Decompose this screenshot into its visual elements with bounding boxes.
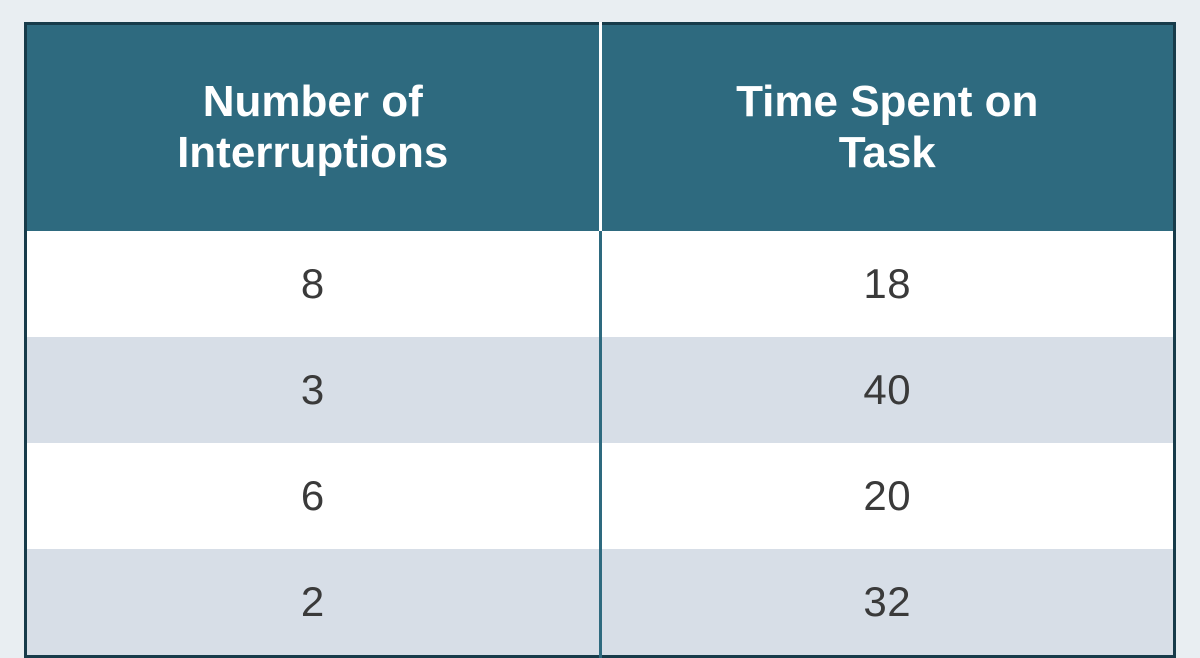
table-row: 3 40 — [26, 337, 1175, 443]
cell-interruptions: 3 — [26, 337, 601, 443]
col-header-interruptions: Number of Interruptions — [26, 24, 601, 232]
cell-interruptions: 8 — [26, 231, 601, 337]
table-frame: Number of Interruptions Time Spent on Ta… — [0, 0, 1200, 634]
cell-interruptions: 2 — [26, 549, 601, 657]
col-header-line1: Number of — [203, 77, 423, 126]
col-header-time: Time Spent on Task — [600, 24, 1175, 232]
col-header-line2: Interruptions — [177, 128, 448, 177]
table-row: 6 20 — [26, 443, 1175, 549]
table-body: 8 18 3 40 6 20 2 32 — [26, 231, 1175, 657]
cell-time: 20 — [600, 443, 1175, 549]
data-table: Number of Interruptions Time Spent on Ta… — [24, 22, 1176, 658]
table-head: Number of Interruptions Time Spent on Ta… — [26, 24, 1175, 232]
table-row: 8 18 — [26, 231, 1175, 337]
table-row: 2 32 — [26, 549, 1175, 657]
cell-time: 40 — [600, 337, 1175, 443]
header-row: Number of Interruptions Time Spent on Ta… — [26, 24, 1175, 232]
col-header-line1: Time Spent on — [736, 77, 1038, 126]
col-header-line2: Task — [839, 128, 936, 177]
cell-time: 18 — [600, 231, 1175, 337]
cell-time: 32 — [600, 549, 1175, 657]
cell-interruptions: 6 — [26, 443, 601, 549]
